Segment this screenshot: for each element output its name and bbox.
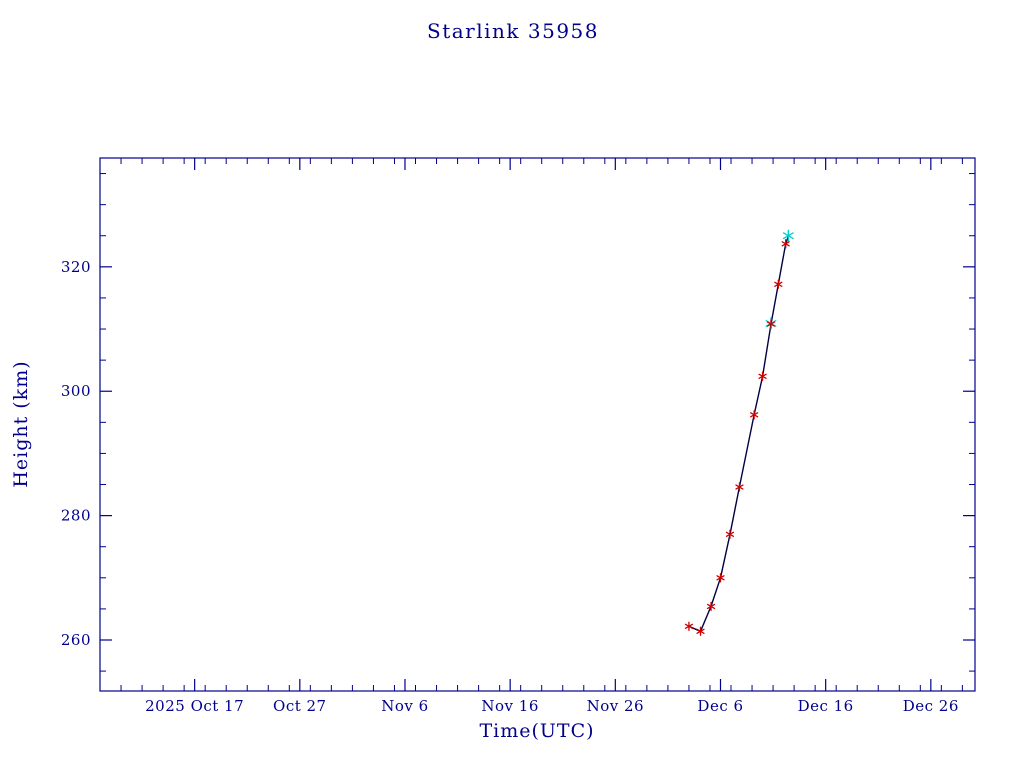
observed-heights-marker bbox=[758, 371, 767, 381]
y-tick-label: 260 bbox=[61, 631, 91, 649]
observed-heights-marker bbox=[750, 410, 759, 420]
x-tick-label: 2025 Oct 17 bbox=[145, 697, 244, 715]
observed-heights-marker bbox=[684, 621, 694, 631]
y-tick-label: 300 bbox=[61, 382, 91, 400]
plot-frame bbox=[99, 157, 976, 692]
chart-title: Starlink 35958 bbox=[427, 19, 599, 43]
y-tick-label: 320 bbox=[61, 258, 91, 276]
x-tick-label: Dec 26 bbox=[903, 697, 959, 715]
x-tick-label: Dec 16 bbox=[798, 697, 854, 715]
x-tick-label: Nov 26 bbox=[587, 697, 645, 715]
y-axis-label: Height (km) bbox=[10, 360, 32, 488]
observed-heights-marker bbox=[774, 279, 783, 289]
observed-heights-marker bbox=[781, 239, 790, 249]
x-tick-label: Nov 16 bbox=[481, 697, 539, 715]
observed-heights-marker bbox=[766, 319, 776, 329]
observed-heights-marker bbox=[725, 529, 735, 539]
observed-heights-marker bbox=[696, 626, 705, 636]
x-tick-label: Dec 6 bbox=[697, 697, 743, 715]
height-trend-line bbox=[688, 236, 789, 633]
observed-heights-marker bbox=[706, 601, 716, 612]
x-axis-label: Time(UTC) bbox=[479, 720, 595, 742]
y-tick-label: 280 bbox=[61, 507, 91, 525]
x-tick-label: Nov 6 bbox=[381, 697, 428, 715]
x-tick-label: Oct 27 bbox=[273, 697, 327, 715]
latest-observations-marker bbox=[782, 229, 794, 242]
observed-heights-marker bbox=[735, 482, 744, 492]
observed-heights-marker bbox=[716, 573, 725, 583]
